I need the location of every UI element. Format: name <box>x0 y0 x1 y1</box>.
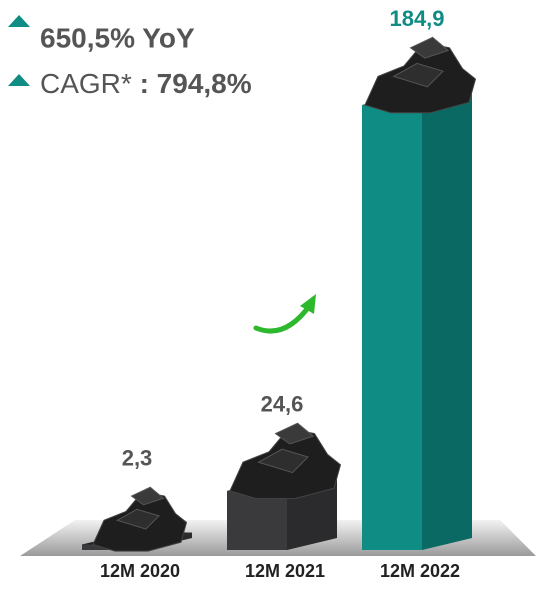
chart: 650,5% YoY CAGR* : 794,8% 2,3 12M 2020 24,… <box>0 0 536 584</box>
x-tick-label: 12M 2020 <box>100 561 180 581</box>
bar <box>227 491 287 550</box>
bullet <box>8 74 30 86</box>
value-label: 24,6 <box>261 392 304 417</box>
bar <box>362 105 422 550</box>
x-tick-label: 12M 2021 <box>245 561 325 581</box>
annotation: CAGR* : 794,8% <box>40 68 252 99</box>
annotation: 650,5% YoY <box>40 22 195 53</box>
cagr-value: : 794,8% <box>140 68 252 99</box>
growth-arrow <box>256 305 310 331</box>
x-tick-label: 12M 2022 <box>380 561 460 581</box>
cagr-label: CAGR* <box>40 68 132 99</box>
bar-side-shade <box>422 93 472 550</box>
bullet <box>8 15 30 27</box>
value-label: 2,3 <box>122 445 153 470</box>
value-label: 184,9 <box>389 6 444 31</box>
